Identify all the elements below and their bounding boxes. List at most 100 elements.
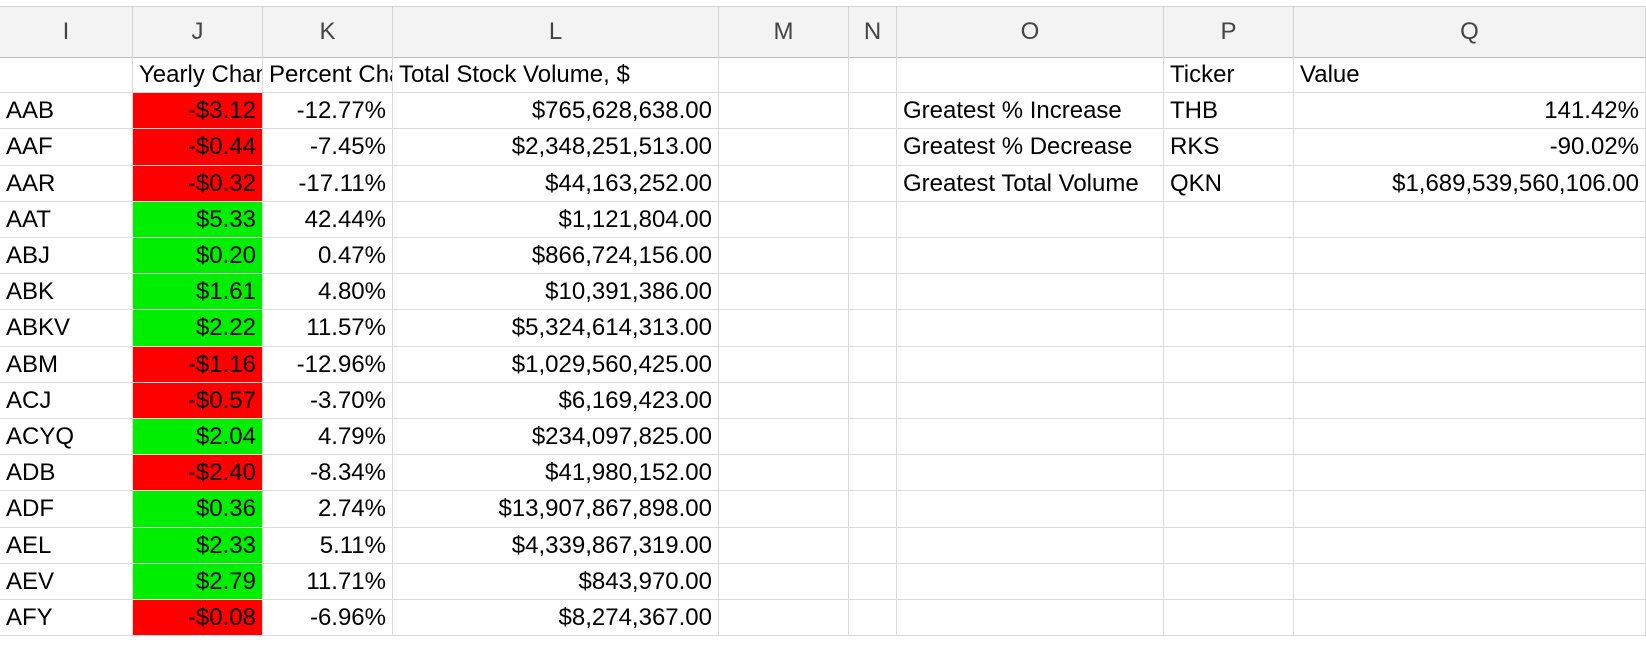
cell-total-volume[interactable]: $1,029,560,425.00 [393,346,719,383]
cell-percent-change[interactable]: -3.70% [263,382,393,419]
cell-percent-change[interactable]: 2.74% [263,491,393,528]
cell-percent-change[interactable]: 0.47% [263,238,393,275]
cell-empty[interactable] [849,310,897,347]
cell-yearly-change[interactable]: -$0.44 [133,129,263,166]
cell-empty[interactable] [719,165,849,202]
cell-empty[interactable] [897,274,1164,311]
cell-header-total-volume[interactable]: Total Stock Volume, $ [393,57,719,94]
cell-yearly-change[interactable]: -$0.08 [133,600,263,637]
cell-empty[interactable] [1164,238,1294,275]
column-header-l[interactable]: L [393,7,719,57]
cell-ticker[interactable]: ADB [0,455,133,492]
column-header-m[interactable]: M [719,7,849,57]
cell-empty[interactable] [897,491,1164,528]
cell-yearly-change[interactable]: $2.22 [133,310,263,347]
cell-summary-ticker[interactable]: RKS [1164,129,1294,166]
cell-ticker[interactable]: ABJ [0,238,133,275]
cell-empty[interactable] [719,346,849,383]
cell-empty[interactable] [849,274,897,311]
cell-empty[interactable] [719,274,849,311]
column-header-n[interactable]: N [849,7,897,57]
cell-ticker[interactable]: ACYQ [0,419,133,456]
cell-ticker[interactable]: ACJ [0,382,133,419]
cell-empty[interactable] [849,346,897,383]
cell-empty[interactable] [1294,238,1646,275]
cell-ticker[interactable]: AAT [0,201,133,238]
cell-summary-value[interactable]: $1,689,539,560,106.00 [1294,165,1646,202]
cell-empty[interactable] [719,455,849,492]
cell-empty[interactable] [1164,310,1294,347]
cell-yearly-change[interactable]: $0.20 [133,238,263,275]
cell-yearly-change[interactable]: -$0.32 [133,165,263,202]
cell-empty[interactable] [1294,600,1646,637]
cell-empty[interactable] [897,600,1164,637]
cell-empty[interactable] [849,527,897,564]
cell-empty[interactable] [897,346,1164,383]
cell-empty[interactable] [1164,600,1294,637]
cell-empty[interactable] [849,600,897,637]
cell-yearly-change[interactable]: $5.33 [133,201,263,238]
cell-percent-change[interactable]: -8.34% [263,455,393,492]
cell-total-volume[interactable]: $4,339,867,319.00 [393,527,719,564]
cell-yearly-change[interactable]: $0.36 [133,491,263,528]
cell-total-volume[interactable]: $866,724,156.00 [393,238,719,275]
cell-empty[interactable] [897,527,1164,564]
cell-empty[interactable] [1164,563,1294,600]
cell-empty[interactable] [719,310,849,347]
cell-yearly-change[interactable]: -$1.16 [133,346,263,383]
cell-percent-change[interactable]: 11.71% [263,563,393,600]
cell-empty[interactable] [1294,274,1646,311]
cell-empty[interactable] [897,57,1164,94]
cell-empty[interactable] [897,201,1164,238]
cell-total-volume[interactable]: $234,097,825.00 [393,419,719,456]
cell-empty[interactable] [897,238,1164,275]
cell-percent-change[interactable]: -17.11% [263,165,393,202]
cell-percent-change[interactable]: 5.11% [263,527,393,564]
cell-empty[interactable] [849,201,897,238]
cell-empty[interactable] [719,491,849,528]
cell-empty[interactable] [1164,491,1294,528]
cell-summary-ticker[interactable]: THB [1164,93,1294,130]
cell-empty[interactable] [1294,419,1646,456]
cell-total-volume[interactable]: $8,274,367.00 [393,600,719,637]
cell-summary-value-header[interactable]: Value [1294,57,1646,94]
cell-summary-label[interactable]: Greatest % Increase [897,93,1164,130]
cell-empty[interactable] [1294,310,1646,347]
cell-empty[interactable] [1294,563,1646,600]
cell-percent-change[interactable]: 42.44% [263,201,393,238]
column-header-j[interactable]: J [133,7,263,57]
cell-total-volume[interactable]: $5,324,614,313.00 [393,310,719,347]
cell-ticker[interactable]: ABM [0,346,133,383]
cell-yearly-change[interactable]: $2.04 [133,419,263,456]
cell-percent-change[interactable]: 11.57% [263,310,393,347]
cell-percent-change[interactable]: -7.45% [263,129,393,166]
column-header-p[interactable]: P [1164,7,1294,57]
cell-empty[interactable] [719,527,849,564]
cell-empty[interactable] [719,57,849,94]
cell-empty[interactable] [849,563,897,600]
cell-empty[interactable] [849,165,897,202]
cell-total-volume[interactable]: $1,121,804.00 [393,201,719,238]
cell-ticker[interactable]: ABK [0,274,133,311]
cell-total-volume[interactable]: $765,628,638.00 [393,93,719,130]
cell-header-percent-change[interactable]: Percent Change [263,57,393,94]
cell-summary-value[interactable]: 141.42% [1294,93,1646,130]
cell-ticker[interactable]: AEL [0,527,133,564]
cell-percent-change[interactable]: 4.80% [263,274,393,311]
cell-total-volume[interactable]: $2,348,251,513.00 [393,129,719,166]
cell-empty[interactable] [1164,201,1294,238]
cell-yearly-change[interactable]: $2.79 [133,563,263,600]
cell-total-volume[interactable]: $10,391,386.00 [393,274,719,311]
cell-empty[interactable] [1164,346,1294,383]
cell-empty[interactable] [719,201,849,238]
cell-empty[interactable] [1294,491,1646,528]
cell-summary-label[interactable]: Greatest Total Volume [897,165,1164,202]
cell-empty[interactable] [849,238,897,275]
cell-percent-change[interactable]: -12.77% [263,93,393,130]
cell-total-volume[interactable]: $41,980,152.00 [393,455,719,492]
cell-empty[interactable] [897,382,1164,419]
column-header-k[interactable]: K [263,7,393,57]
cell-empty[interactable] [1164,527,1294,564]
cell-summary-ticker[interactable]: QKN [1164,165,1294,202]
cell-empty[interactable] [849,129,897,166]
